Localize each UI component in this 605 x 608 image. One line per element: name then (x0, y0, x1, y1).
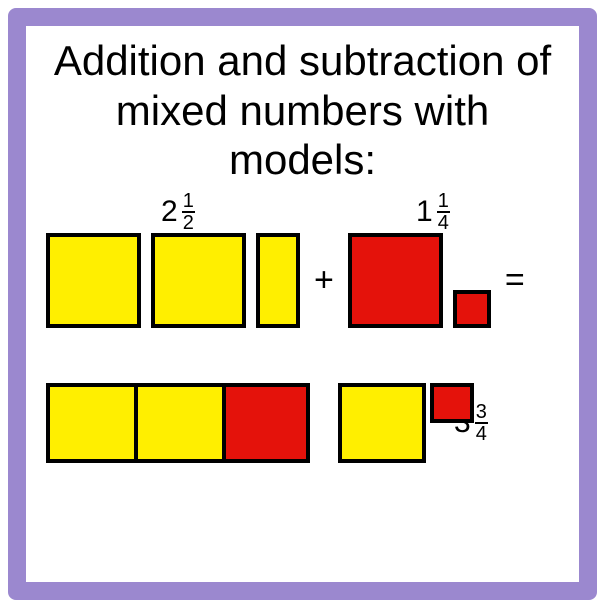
operand2-numerator: 1 (438, 191, 449, 211)
operand-labels-row: 2 1 2 1 1 4 (46, 191, 559, 231)
equals-sign: = (501, 261, 529, 300)
model-box (46, 383, 134, 463)
plus-sign: + (310, 261, 338, 300)
equation-row: + = (46, 233, 559, 328)
operand1-label: 2 1 2 (161, 191, 195, 233)
result-fraction: 3 4 (475, 402, 488, 444)
model-box (256, 233, 300, 328)
operand2-model (348, 233, 491, 328)
operand1-whole: 2 (161, 195, 178, 229)
model-box (338, 383, 426, 463)
operand2-fraction: 1 4 (437, 191, 450, 233)
page-frame: Addition and subtraction of mixed number… (0, 0, 605, 608)
model-box (222, 383, 310, 463)
result-row: 3 3 4 (46, 383, 559, 463)
operand2-label: 1 1 4 (416, 191, 450, 233)
model-box (46, 233, 141, 328)
operand1-denominator: 2 (182, 211, 195, 233)
operand1-numerator: 1 (183, 191, 194, 211)
model-box (134, 383, 222, 463)
result-numerator: 3 (476, 402, 487, 422)
result-denominator: 4 (475, 422, 488, 444)
card: Addition and subtraction of mixed number… (8, 8, 597, 600)
model-box (430, 383, 474, 423)
model-box (348, 233, 443, 328)
operand1-model (46, 233, 300, 328)
model-box (453, 290, 491, 328)
page-title: Addition and subtraction of mixed number… (46, 36, 559, 185)
operand2-denominator: 4 (437, 211, 450, 233)
result-model-wholes (46, 383, 310, 463)
model-box (151, 233, 246, 328)
result-model-fraction (338, 383, 426, 463)
operand1-fraction: 1 2 (182, 191, 195, 233)
operand2-whole: 1 (416, 195, 433, 229)
